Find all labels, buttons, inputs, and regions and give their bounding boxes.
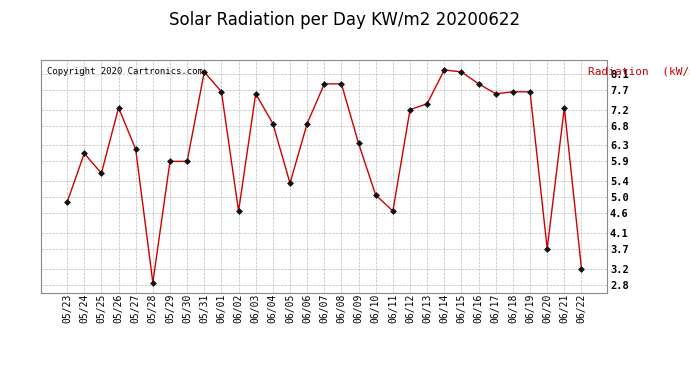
Text: Radiation  (kW/m2): Radiation (kW/m2): [588, 67, 690, 77]
Text: Solar Radiation per Day KW/m2 20200622: Solar Radiation per Day KW/m2 20200622: [170, 11, 520, 29]
Text: Copyright 2020 Cartronics.com: Copyright 2020 Cartronics.com: [47, 67, 203, 76]
